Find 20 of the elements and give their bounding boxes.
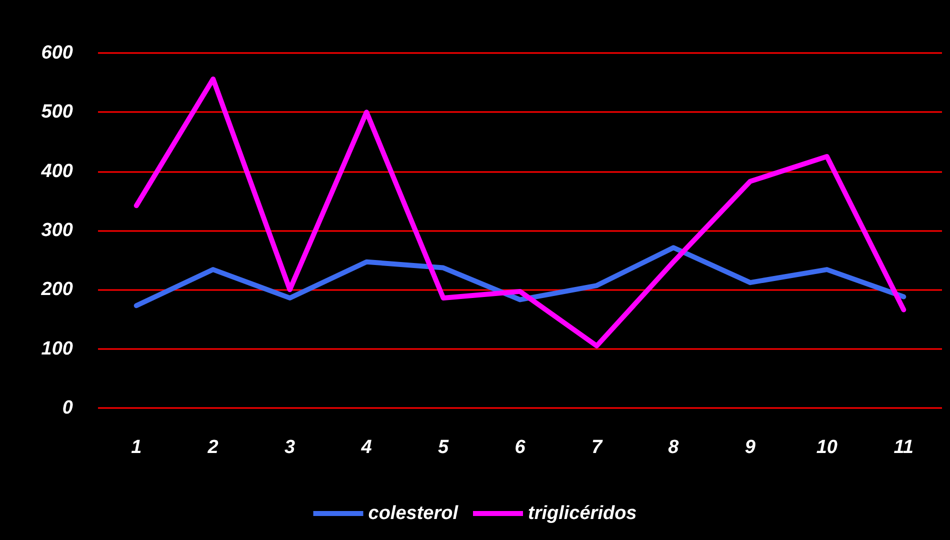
- x-tick-label: 9: [744, 437, 756, 458]
- y-tick-label: 200: [40, 279, 74, 300]
- x-tick-label: 5: [438, 437, 449, 458]
- x-tick-label: 4: [360, 437, 372, 458]
- y-tick-label: 0: [62, 398, 74, 418]
- y-tick-label: 300: [41, 220, 74, 241]
- legend-label: colesterol: [368, 503, 459, 524]
- x-tick-label: 3: [284, 437, 296, 458]
- legend-label: triglicéridos: [528, 503, 637, 524]
- x-tick-label: 8: [668, 437, 680, 458]
- y-tick-label: 400: [40, 160, 74, 182]
- y-tick-label: 500: [41, 102, 74, 123]
- x-tick-label: 10: [816, 437, 838, 458]
- x-tick-label: 7: [591, 437, 604, 458]
- y-tick-label: 600: [41, 42, 74, 64]
- x-tick-label: 11: [894, 437, 914, 458]
- x-tick-label: 2: [206, 437, 219, 458]
- x-tick-label: 1: [131, 437, 142, 458]
- x-tick-label: 6: [514, 437, 526, 458]
- y-tick-label: 100: [41, 338, 74, 360]
